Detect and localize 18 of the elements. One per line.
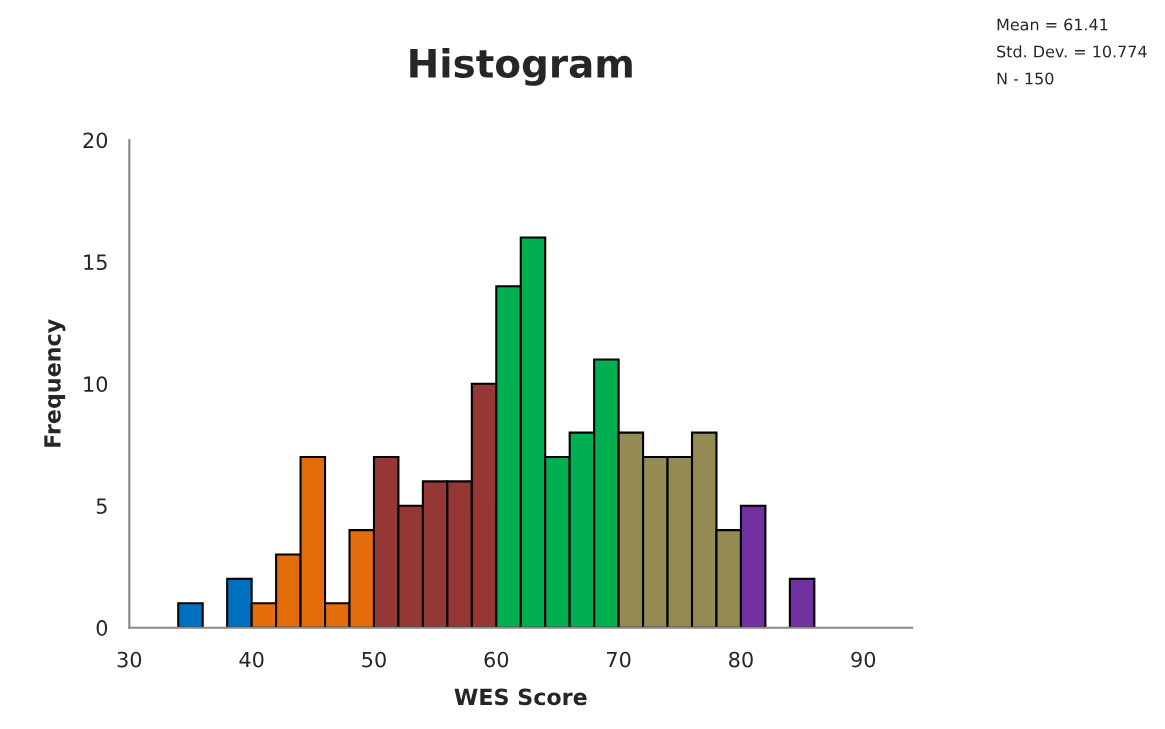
y-tick-label: 0 <box>96 620 108 636</box>
x-tick-label: 80 <box>729 651 753 668</box>
y-tick-label: 5 <box>96 498 107 514</box>
x-tick-label: 70 <box>607 651 631 668</box>
x-tick-label: 50 <box>362 651 386 668</box>
text: Mean = 61.41 <box>997 18 1108 31</box>
y-axis-title: Frequency <box>44 319 66 447</box>
x-tick-label: 60 <box>484 651 509 668</box>
x-tick-label: 30 <box>117 651 142 668</box>
text: N - 150 <box>997 72 1054 85</box>
chart-title: Histogram <box>410 47 632 86</box>
y-tick-label: 15 <box>84 254 107 271</box>
text: Std. Dev. = 10.774 <box>997 45 1147 58</box>
y-tick-label: 10 <box>84 376 108 393</box>
y-tick-label: 20 <box>83 132 108 149</box>
x-axis-title: WES Score <box>454 688 587 706</box>
x-tick-label: 90 <box>851 651 876 668</box>
x-tick-label: 40 <box>239 651 264 668</box>
